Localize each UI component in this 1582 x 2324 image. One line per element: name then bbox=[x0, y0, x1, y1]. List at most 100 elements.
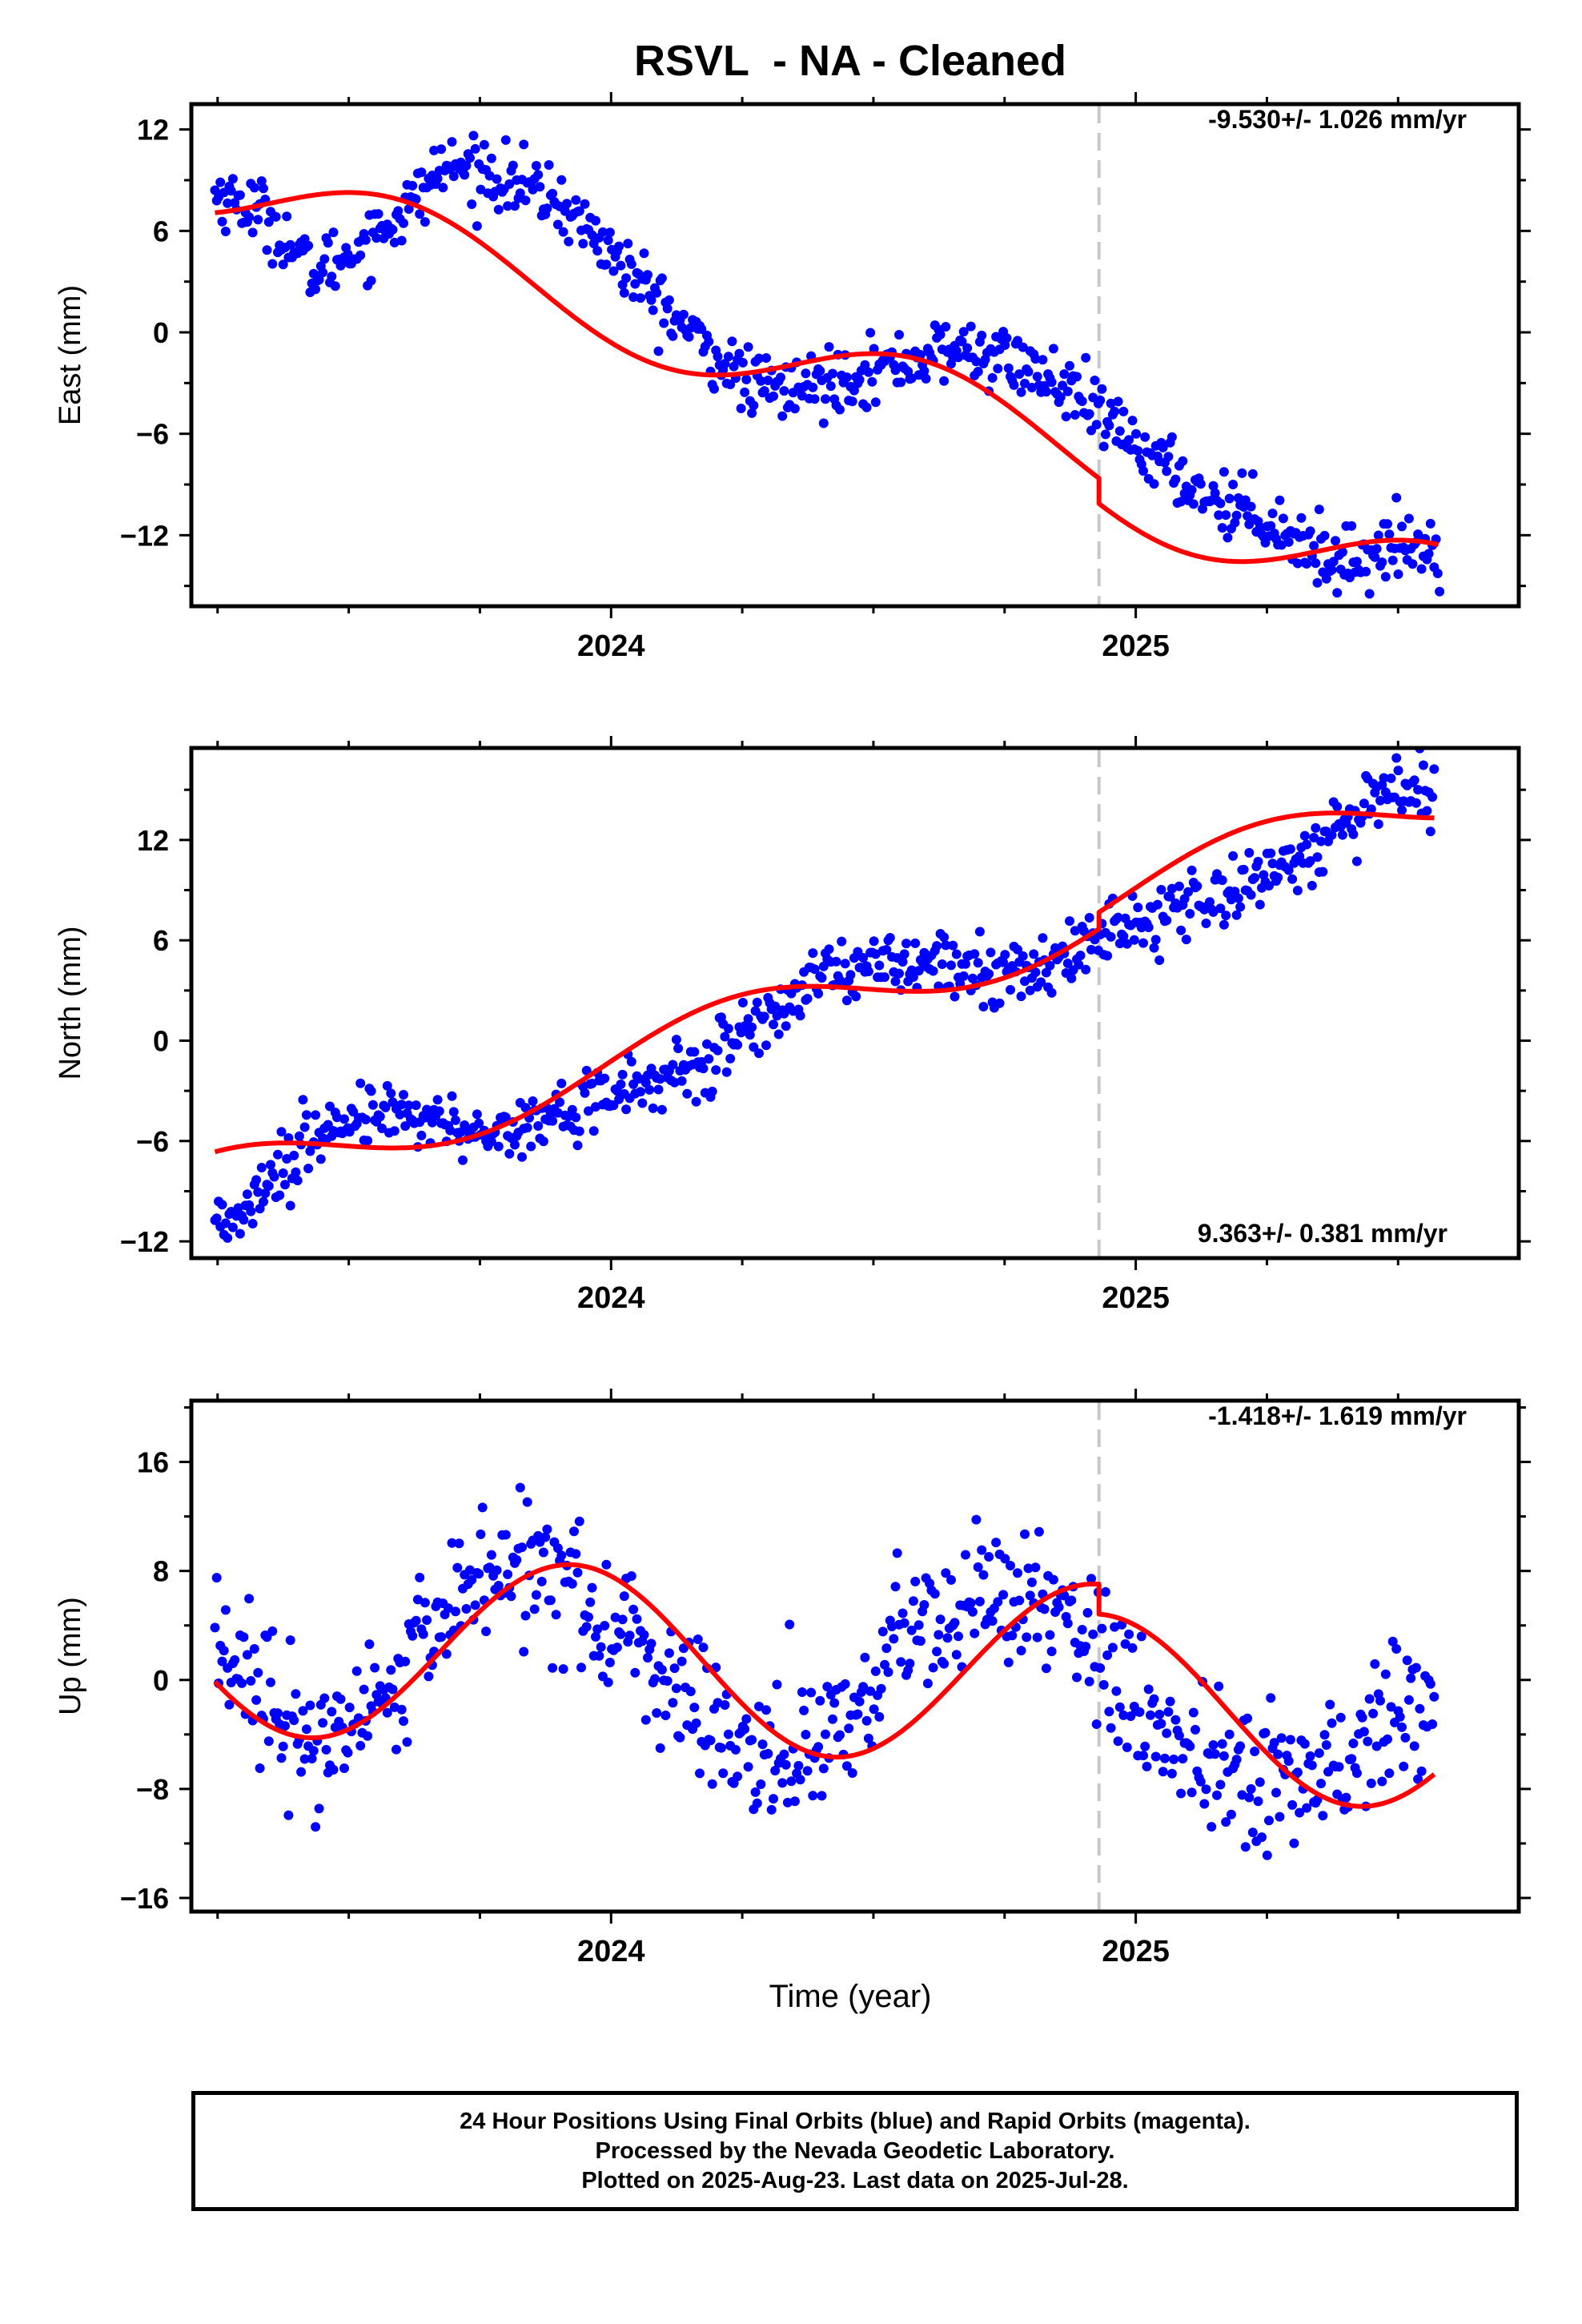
data-point bbox=[1217, 875, 1227, 886]
data-point bbox=[344, 1703, 355, 1713]
data-point bbox=[1138, 466, 1148, 476]
data-point bbox=[574, 206, 584, 216]
data-point bbox=[910, 1576, 921, 1586]
data-point bbox=[311, 1110, 321, 1120]
data-point bbox=[1214, 510, 1224, 521]
data-point bbox=[239, 1632, 249, 1642]
data-point bbox=[1201, 919, 1211, 928]
data-point bbox=[1114, 1702, 1125, 1712]
chart-title: RSVL - NA - Cleaned bbox=[634, 37, 1066, 85]
data-point bbox=[1097, 1623, 1107, 1634]
data-point bbox=[652, 287, 662, 298]
data-point bbox=[1154, 1709, 1165, 1719]
data-point bbox=[639, 248, 649, 259]
data-point bbox=[1228, 480, 1239, 489]
data-point bbox=[1383, 1734, 1392, 1744]
data-point bbox=[1299, 830, 1310, 841]
data-point bbox=[260, 1188, 271, 1199]
data-point bbox=[581, 1622, 592, 1632]
data-point bbox=[779, 1008, 789, 1019]
data-point bbox=[890, 1582, 901, 1592]
data-point bbox=[808, 1791, 818, 1801]
data-point bbox=[1192, 881, 1203, 891]
data-point bbox=[1111, 1686, 1122, 1696]
data-point bbox=[366, 1086, 376, 1096]
data-point bbox=[984, 969, 994, 979]
data-point bbox=[1102, 951, 1113, 961]
data-point bbox=[564, 236, 574, 247]
data-point bbox=[1435, 586, 1445, 597]
data-point bbox=[761, 1040, 771, 1051]
data-point bbox=[733, 1771, 743, 1782]
data-point bbox=[769, 1794, 778, 1804]
data-point bbox=[1195, 1776, 1206, 1787]
data-point bbox=[429, 145, 440, 155]
data-point bbox=[438, 183, 448, 193]
data-point bbox=[1384, 529, 1395, 540]
data-point bbox=[1411, 1663, 1421, 1673]
data-point bbox=[282, 1154, 292, 1164]
data-point bbox=[1318, 866, 1328, 877]
data-point bbox=[396, 1704, 407, 1715]
data-point bbox=[1149, 943, 1159, 953]
data-point bbox=[567, 1578, 577, 1589]
data-point bbox=[1118, 406, 1129, 416]
data-point bbox=[477, 1502, 488, 1513]
data-point bbox=[1237, 468, 1247, 478]
data-point bbox=[512, 1554, 522, 1565]
data-point bbox=[1318, 1811, 1328, 1821]
data-point bbox=[1302, 559, 1312, 569]
data-point bbox=[1413, 785, 1423, 795]
data-point bbox=[928, 1663, 938, 1673]
data-point bbox=[845, 970, 856, 980]
data-point bbox=[259, 183, 268, 194]
data-point bbox=[275, 1190, 285, 1200]
data-point bbox=[851, 991, 861, 1002]
data-point bbox=[432, 174, 443, 184]
data-point bbox=[1391, 1644, 1402, 1654]
data-point bbox=[574, 1126, 584, 1136]
data-point bbox=[556, 175, 567, 185]
data-point bbox=[1299, 1739, 1310, 1749]
data-point bbox=[569, 1526, 579, 1537]
data-point bbox=[730, 1744, 741, 1755]
y-tick-label: −12 bbox=[120, 519, 169, 552]
data-point bbox=[1122, 939, 1132, 949]
data-point bbox=[785, 1619, 795, 1630]
data-point bbox=[919, 1600, 930, 1610]
data-point bbox=[210, 1622, 220, 1633]
x-tick-label: 2024 bbox=[577, 1935, 645, 1968]
data-point bbox=[1373, 819, 1383, 830]
data-point bbox=[408, 180, 418, 191]
data-point bbox=[1138, 938, 1148, 948]
data-point bbox=[1176, 1788, 1186, 1799]
data-point bbox=[387, 1684, 398, 1695]
data-point bbox=[971, 356, 982, 367]
data-point bbox=[472, 221, 482, 231]
data-point bbox=[756, 1779, 766, 1789]
data-point bbox=[1169, 1754, 1179, 1764]
data-point bbox=[1185, 1741, 1195, 1751]
data-point bbox=[367, 1100, 378, 1110]
data-point bbox=[867, 376, 877, 387]
data-point bbox=[610, 1612, 620, 1622]
data-point bbox=[303, 240, 314, 251]
data-point bbox=[1302, 1803, 1312, 1813]
data-point bbox=[1276, 540, 1287, 550]
data-point bbox=[262, 245, 272, 255]
data-point bbox=[335, 1694, 346, 1704]
data-point bbox=[1377, 1776, 1387, 1787]
data-point bbox=[1113, 396, 1123, 407]
data-point bbox=[1199, 1799, 1210, 1809]
data-point bbox=[308, 1746, 319, 1756]
data-point bbox=[1143, 923, 1154, 932]
data-point bbox=[648, 1103, 658, 1113]
data-point bbox=[273, 1708, 283, 1719]
data-point bbox=[460, 170, 470, 180]
data-point bbox=[1386, 1702, 1396, 1712]
data-point bbox=[737, 357, 748, 368]
data-point bbox=[643, 1653, 652, 1663]
data-point bbox=[422, 1615, 432, 1625]
data-point bbox=[743, 1014, 753, 1024]
data-point bbox=[1341, 1792, 1351, 1803]
